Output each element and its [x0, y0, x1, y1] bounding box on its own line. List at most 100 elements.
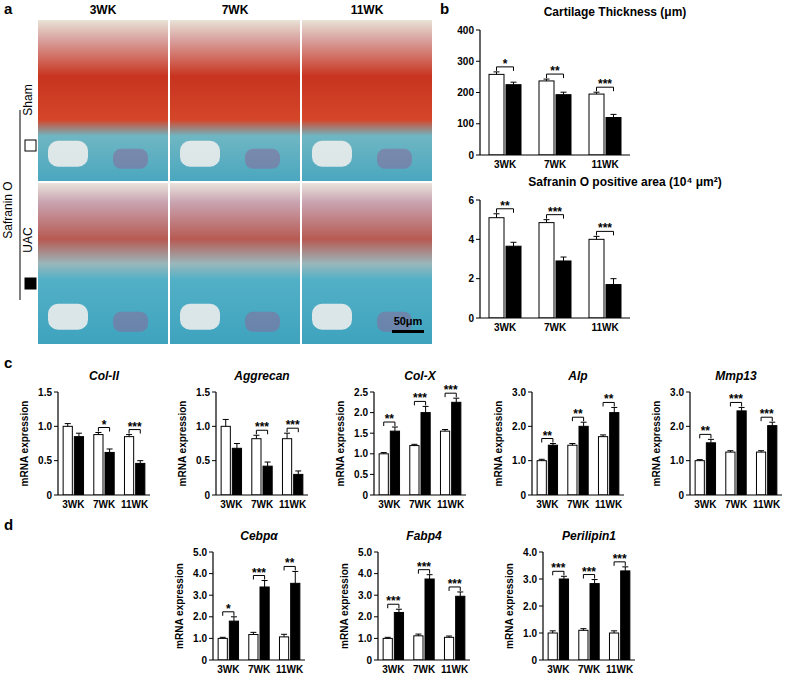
- error-stem: [772, 422, 773, 425]
- error-cap: [580, 628, 586, 629]
- bar: [136, 463, 145, 495]
- histology-image: [38, 20, 168, 181]
- error-cap: [446, 636, 452, 637]
- significance-label: ***: [386, 594, 400, 608]
- significance-label: ***: [444, 383, 458, 397]
- legend-swatch: [25, 140, 36, 151]
- bar: [456, 596, 465, 660]
- significance-label: ***: [255, 420, 269, 434]
- bar: [706, 443, 715, 495]
- x-axis: [690, 494, 782, 495]
- histology-detail: [113, 149, 148, 169]
- bar: [221, 426, 230, 495]
- error-cap: [281, 634, 287, 635]
- error-cap: [727, 450, 733, 451]
- chart-title: Safranin O positive area (10⁴ μm²): [528, 175, 721, 189]
- axis-label: mRNA expression: [174, 563, 185, 649]
- axis-label: mRNA expression: [335, 401, 346, 487]
- category-label: 3WK: [220, 499, 243, 510]
- bar: [568, 445, 577, 495]
- error-stem: [625, 567, 626, 571]
- y-axis: [377, 552, 378, 660]
- bar: [232, 448, 241, 495]
- error-bar: [769, 422, 775, 425]
- significance-label: ***: [551, 561, 565, 575]
- tick-label: 2.0: [523, 601, 537, 612]
- bar: [379, 454, 388, 495]
- error-stem: [741, 407, 742, 410]
- histology-detail: [312, 141, 352, 167]
- axis-label: mRNA expression: [339, 563, 350, 649]
- chart-title: Alp: [567, 369, 587, 383]
- error-cap: [250, 632, 256, 633]
- tick-label: 1.0: [354, 448, 368, 459]
- error-bar: [381, 453, 387, 454]
- panel-label: b: [440, 0, 449, 17]
- error-stem: [460, 592, 461, 596]
- error-bar: [250, 632, 256, 634]
- plot-area: [489, 72, 621, 155]
- y-axis: [689, 392, 690, 495]
- chart-title: Perilipin1: [562, 529, 616, 543]
- significance-label: ***: [598, 221, 612, 235]
- chart: AlpmRNA expression01.02.03.03WK**7WK**11…: [493, 369, 624, 510]
- error-stem: [496, 214, 497, 218]
- bar: [74, 437, 83, 495]
- bar: [440, 431, 449, 495]
- tick-label: 4: [468, 234, 474, 245]
- panel-label: c: [4, 354, 12, 371]
- y-axis: [212, 552, 213, 660]
- error-cap: [758, 450, 764, 451]
- histology-detail: [180, 304, 220, 330]
- y-axis: [479, 30, 480, 155]
- bar: [489, 74, 504, 155]
- error-cap: [392, 427, 398, 428]
- bar: [94, 435, 103, 495]
- bar: [726, 452, 735, 495]
- tick-label: 2.0: [358, 611, 372, 622]
- category-label: 3WK: [694, 499, 717, 510]
- tick-label: 2: [468, 273, 474, 284]
- significance-label: **: [543, 429, 553, 443]
- error-bar: [126, 435, 132, 437]
- category-label: 7WK: [544, 159, 567, 170]
- error-cap: [411, 444, 417, 445]
- error-cap: [453, 398, 459, 399]
- tick-label: 6: [468, 195, 474, 206]
- histology-detail: [113, 312, 148, 332]
- error-bar: [415, 634, 421, 636]
- error-bar: [539, 459, 545, 460]
- error-cap: [594, 236, 600, 237]
- error-cap: [292, 571, 298, 572]
- category-label: 7WK: [725, 499, 748, 510]
- error-bar: [561, 576, 567, 579]
- tick-label: 1.5: [354, 428, 368, 439]
- tick-label: 2.0: [193, 611, 207, 622]
- bar: [282, 439, 291, 495]
- category-label: 11WK: [591, 322, 619, 333]
- significance-label: **: [604, 392, 614, 406]
- category-label: 11WK: [279, 499, 307, 510]
- error-bar: [107, 449, 113, 452]
- plot-area: [695, 407, 777, 495]
- significance-label: **: [701, 424, 711, 438]
- tick-label: 1.5: [196, 387, 210, 398]
- significance-label: ***: [413, 391, 427, 405]
- error-stem: [298, 471, 299, 474]
- error-cap: [253, 435, 259, 436]
- bar: [589, 239, 604, 318]
- category-label: 7WK: [93, 499, 116, 510]
- bar: [559, 579, 568, 660]
- panel-label: d: [4, 516, 13, 533]
- bar: [606, 118, 621, 156]
- error-cap: [262, 580, 268, 581]
- error-cap: [396, 609, 402, 610]
- error-stem: [425, 406, 426, 412]
- tick-label: 1.5: [38, 387, 52, 398]
- error-stem: [513, 242, 514, 246]
- tick-label: 400: [457, 25, 474, 36]
- chart-title: Col-II: [89, 369, 120, 383]
- tick-label: 200: [457, 87, 474, 98]
- error-bar: [65, 424, 71, 427]
- chart: Cartilage Thickness (μm)01002003004003WK…: [457, 5, 686, 170]
